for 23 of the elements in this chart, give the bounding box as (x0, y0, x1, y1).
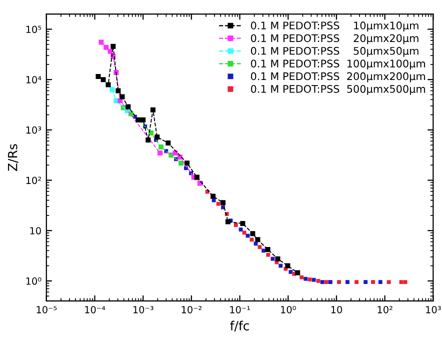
legend-label: 0.1 M PEDOT:PSS 20μmx20μm (250, 34, 418, 44)
y-tick-label: 10⁰ (26, 277, 42, 285)
x-tick-label: 10² (378, 306, 392, 314)
x-tick-label: 10⁻¹ (230, 306, 250, 314)
x-tick-label: 10⁻⁵ (36, 306, 57, 314)
y-tick-label: 10 (30, 227, 41, 234)
x-axis-title: f/fc (230, 320, 249, 332)
legend-label: 0.1 M PEDOT:PSS 100μmx100μm (250, 60, 425, 70)
legend-label: 0.1 M PEDOT:PSS 500μmx500μm (250, 84, 425, 95)
y-tick-label: 10⁴ (26, 76, 42, 84)
x-tick-label: 10⁻³ (133, 306, 154, 314)
x-tick-label: 10⁻² (182, 306, 202, 314)
y-tick-label: 10² (26, 176, 41, 184)
legend-label: 0.1 M PEDOT:PSS 50μmx50μm (250, 46, 418, 57)
y-tick-label: 10³ (26, 126, 42, 134)
y-axis-title: Z/Rs (8, 144, 18, 171)
x-tick-label: 10 (331, 306, 342, 314)
x-tick-label: 10⁻⁴ (85, 306, 106, 314)
legend-label: 0.1 M PEDOT:PSS 10μmx10μm (250, 22, 418, 32)
x-tick-label: 10³ (426, 306, 441, 314)
y-tick-label: 10⁵ (26, 26, 42, 34)
legend-label: 0.1 M PEDOT:PSS 200μmx200μm (250, 72, 425, 82)
x-tick-label: 10⁰ (281, 306, 296, 314)
